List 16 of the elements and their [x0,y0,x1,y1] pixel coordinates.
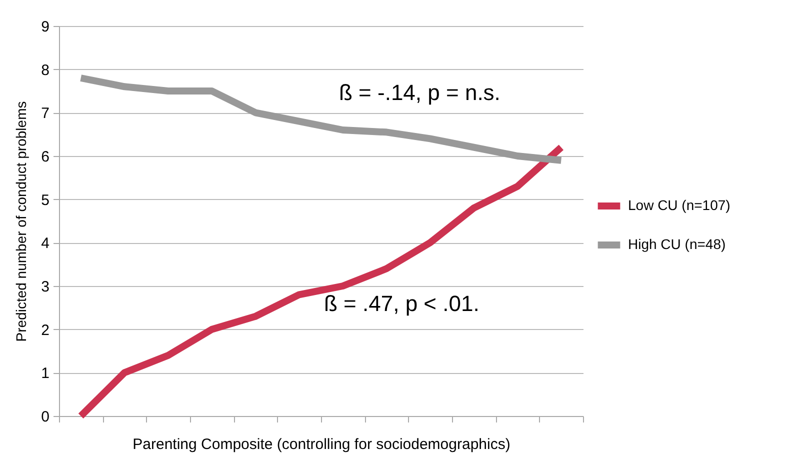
x-axis-title: Parenting Composite (controlling for sociodemographics) [132,436,510,453]
y-tick-label: 4 [41,235,50,252]
y-tick-label: 0 [41,408,50,426]
annotation: ß = -.14, p = n.s. [339,80,500,105]
annotation: ß = .47, p < .01. [324,291,480,316]
y-tick-label: 1 [41,365,50,382]
legend-label: Low CU (n=107) [628,197,730,213]
y-tick-label: 8 [41,62,50,79]
y-tick-label: 5 [41,192,50,209]
y-tick-label: 6 [41,148,50,166]
y-tick-label: 2 [41,322,50,339]
y-tick-label: 3 [41,278,50,296]
y-axis-title: Predicted number of conduct problems [13,101,30,342]
y-tick-label: 7 [41,105,50,122]
legend-label: High CU (n=48) [628,236,726,252]
y-tick-label: 9 [41,18,50,36]
